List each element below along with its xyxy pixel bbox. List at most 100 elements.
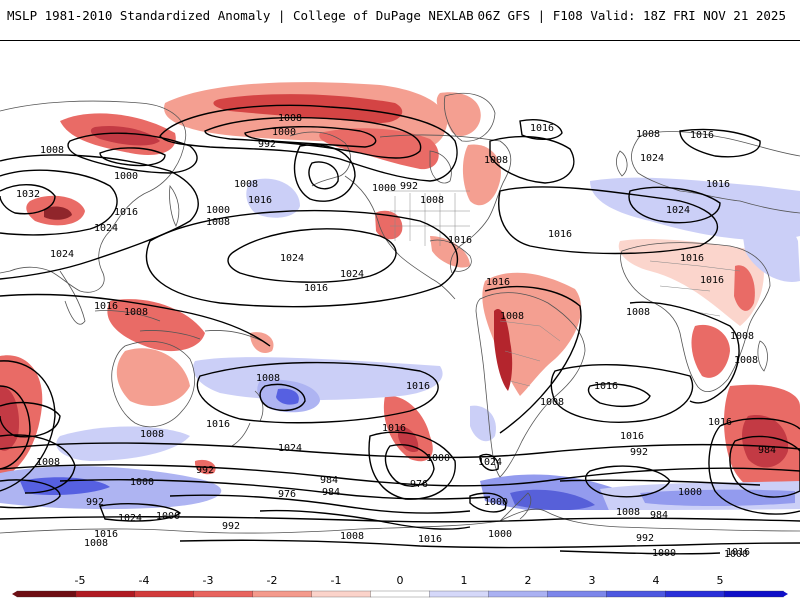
isobar-label: 1008 [730,331,754,342]
isobar-label: 1000 [426,453,450,464]
isobar-label: 1000 [652,548,676,559]
anom-s-atlantic-east-core [742,415,789,468]
isobar-ant-1000 [0,516,800,523]
colorbar-segment [75,590,136,598]
colorbar-tick-label: -1 [331,574,342,587]
isobar-label: 1016 [706,179,730,190]
isobar-label: 992 [636,533,654,544]
colorbar-segment [429,590,490,598]
isobar-label: 1016 [94,301,118,312]
isobar-label: 1008 [84,538,108,549]
isobar-arctic-992 [244,126,377,148]
isobar-label: 984 [758,445,776,456]
isobar-label: 1008 [340,531,364,542]
isobar-label: 1016 [382,423,406,434]
isobar-sio-1008 [0,434,76,494]
isobar-label: 1024 [478,457,502,468]
colorbar-tick-label: 2 [525,574,532,587]
anom-arctic-canada [319,128,439,170]
isobar-label: 1008 [140,429,164,440]
isobar-label: 1016 [486,277,510,288]
colorbar-segment [370,590,431,598]
colorbar-tick-label: 1 [461,574,468,587]
isobar-spac-1024 [259,383,306,412]
isobar-npac-1008 [293,144,356,202]
borders [385,190,741,387]
pressure-labels: 1008 1000 992 1016 1008 1016 1008 1000 1… [16,113,776,560]
colorbar-segments [16,590,784,598]
colorbar-tick-labels: -5 -4 -3 -2 -1 0 1 2 3 4 5 [75,574,724,587]
isobar-siberia-1032 [0,184,56,215]
colorbar-segment [606,590,666,598]
isobar-label: 1024 [280,253,304,264]
isobar-label: 1016 [726,547,750,558]
isobar-label: 1016 [248,195,272,206]
isobar-spac-1016 [196,361,439,424]
isobar-natl-1024 [628,186,721,224]
isobar-label: 1016 [418,534,442,545]
isobar-spac-992-east [469,492,507,513]
isobar-sa-1008 [484,285,582,434]
coast-indonesia [94,310,263,342]
isobar-arctic-1008 [159,104,458,182]
isobar-sio-ring [99,503,182,522]
isobar-label: 1000 [156,511,180,522]
isobar-label: 1008 [540,397,564,408]
isobar-label: 1000 [484,497,508,508]
colorbar-right-arrow [783,591,788,597]
isobar-label: 1008 [256,373,280,384]
isobar-natl-1008 [489,135,575,184]
isobar-label: 1016 [206,419,230,430]
isobar-label: 992 [400,181,418,192]
colorbar-tick-label: -3 [203,574,214,587]
isobar-label: 1016 [700,275,724,286]
isobar-sind-1024 [0,401,61,438]
anom-pos-nz-core [276,388,299,405]
isobar-label: 1000 [724,549,748,560]
isobar-satl-low-984 [729,435,800,498]
colorbar-segment [311,590,372,598]
product-title: MSLP 1981-2010 Standardized Anomaly | Co… [7,8,474,23]
isobar-asia-1008 [67,132,198,174]
isobar-label: 1008 [40,145,64,156]
isobar-arctic-1000 [204,116,422,159]
anom-ne-america [462,144,501,206]
map-panel: 1008 1000 992 1016 1008 1016 1008 1000 1… [0,40,800,561]
anomaly-shading [0,82,800,561]
anom-pos-chile [470,405,496,442]
colorbar-segment [665,590,725,598]
anom-pos-n-africa [740,214,800,282]
isobar-label: 1000 [272,127,296,138]
isobar-label: 1016 [94,529,118,540]
anom-tibet-core [44,206,72,220]
isobar-label: 1008 [206,217,230,228]
anom-asia-west-core [90,125,160,146]
model-valid-time: 06Z GFS | F108 Valid: 18Z FRI NOV 21 202… [477,8,786,23]
anom-greenland [436,92,481,136]
isobar-label: 1008 [616,507,640,518]
isobar-satl-1024 [587,383,651,408]
isobar-europe-1016 [679,128,761,158]
coast-europe [631,131,800,214]
anom-africa-south [691,324,730,378]
coast-japan [169,185,180,227]
isobar-label: 992 [222,521,240,532]
isobar-siberia-1016 [0,154,199,280]
isobar-label: 1024 [278,443,302,454]
isobar-so-976 [259,509,471,530]
isobar-label: 1008 [500,311,524,322]
colorbar-segment [252,590,313,598]
anom-pos-central-pacific [246,178,300,218]
isobar-label: 1016 [304,283,328,294]
isobar-label: 1024 [340,269,364,280]
isobar-label: 992 [86,497,104,508]
anom-pos-antarctic-south [0,509,800,561]
isobar-siberia-1024 [0,169,118,236]
colorbar: -5 -4 -3 -2 -1 0 1 2 3 4 5 [0,560,800,600]
coast-australia [111,340,196,428]
isobar-sa-small-1024 [479,453,499,471]
isobars [0,104,800,555]
isobar-label: 1008 [278,113,302,124]
isobar-label: 1000 [114,171,138,182]
coast-nz [231,390,264,447]
